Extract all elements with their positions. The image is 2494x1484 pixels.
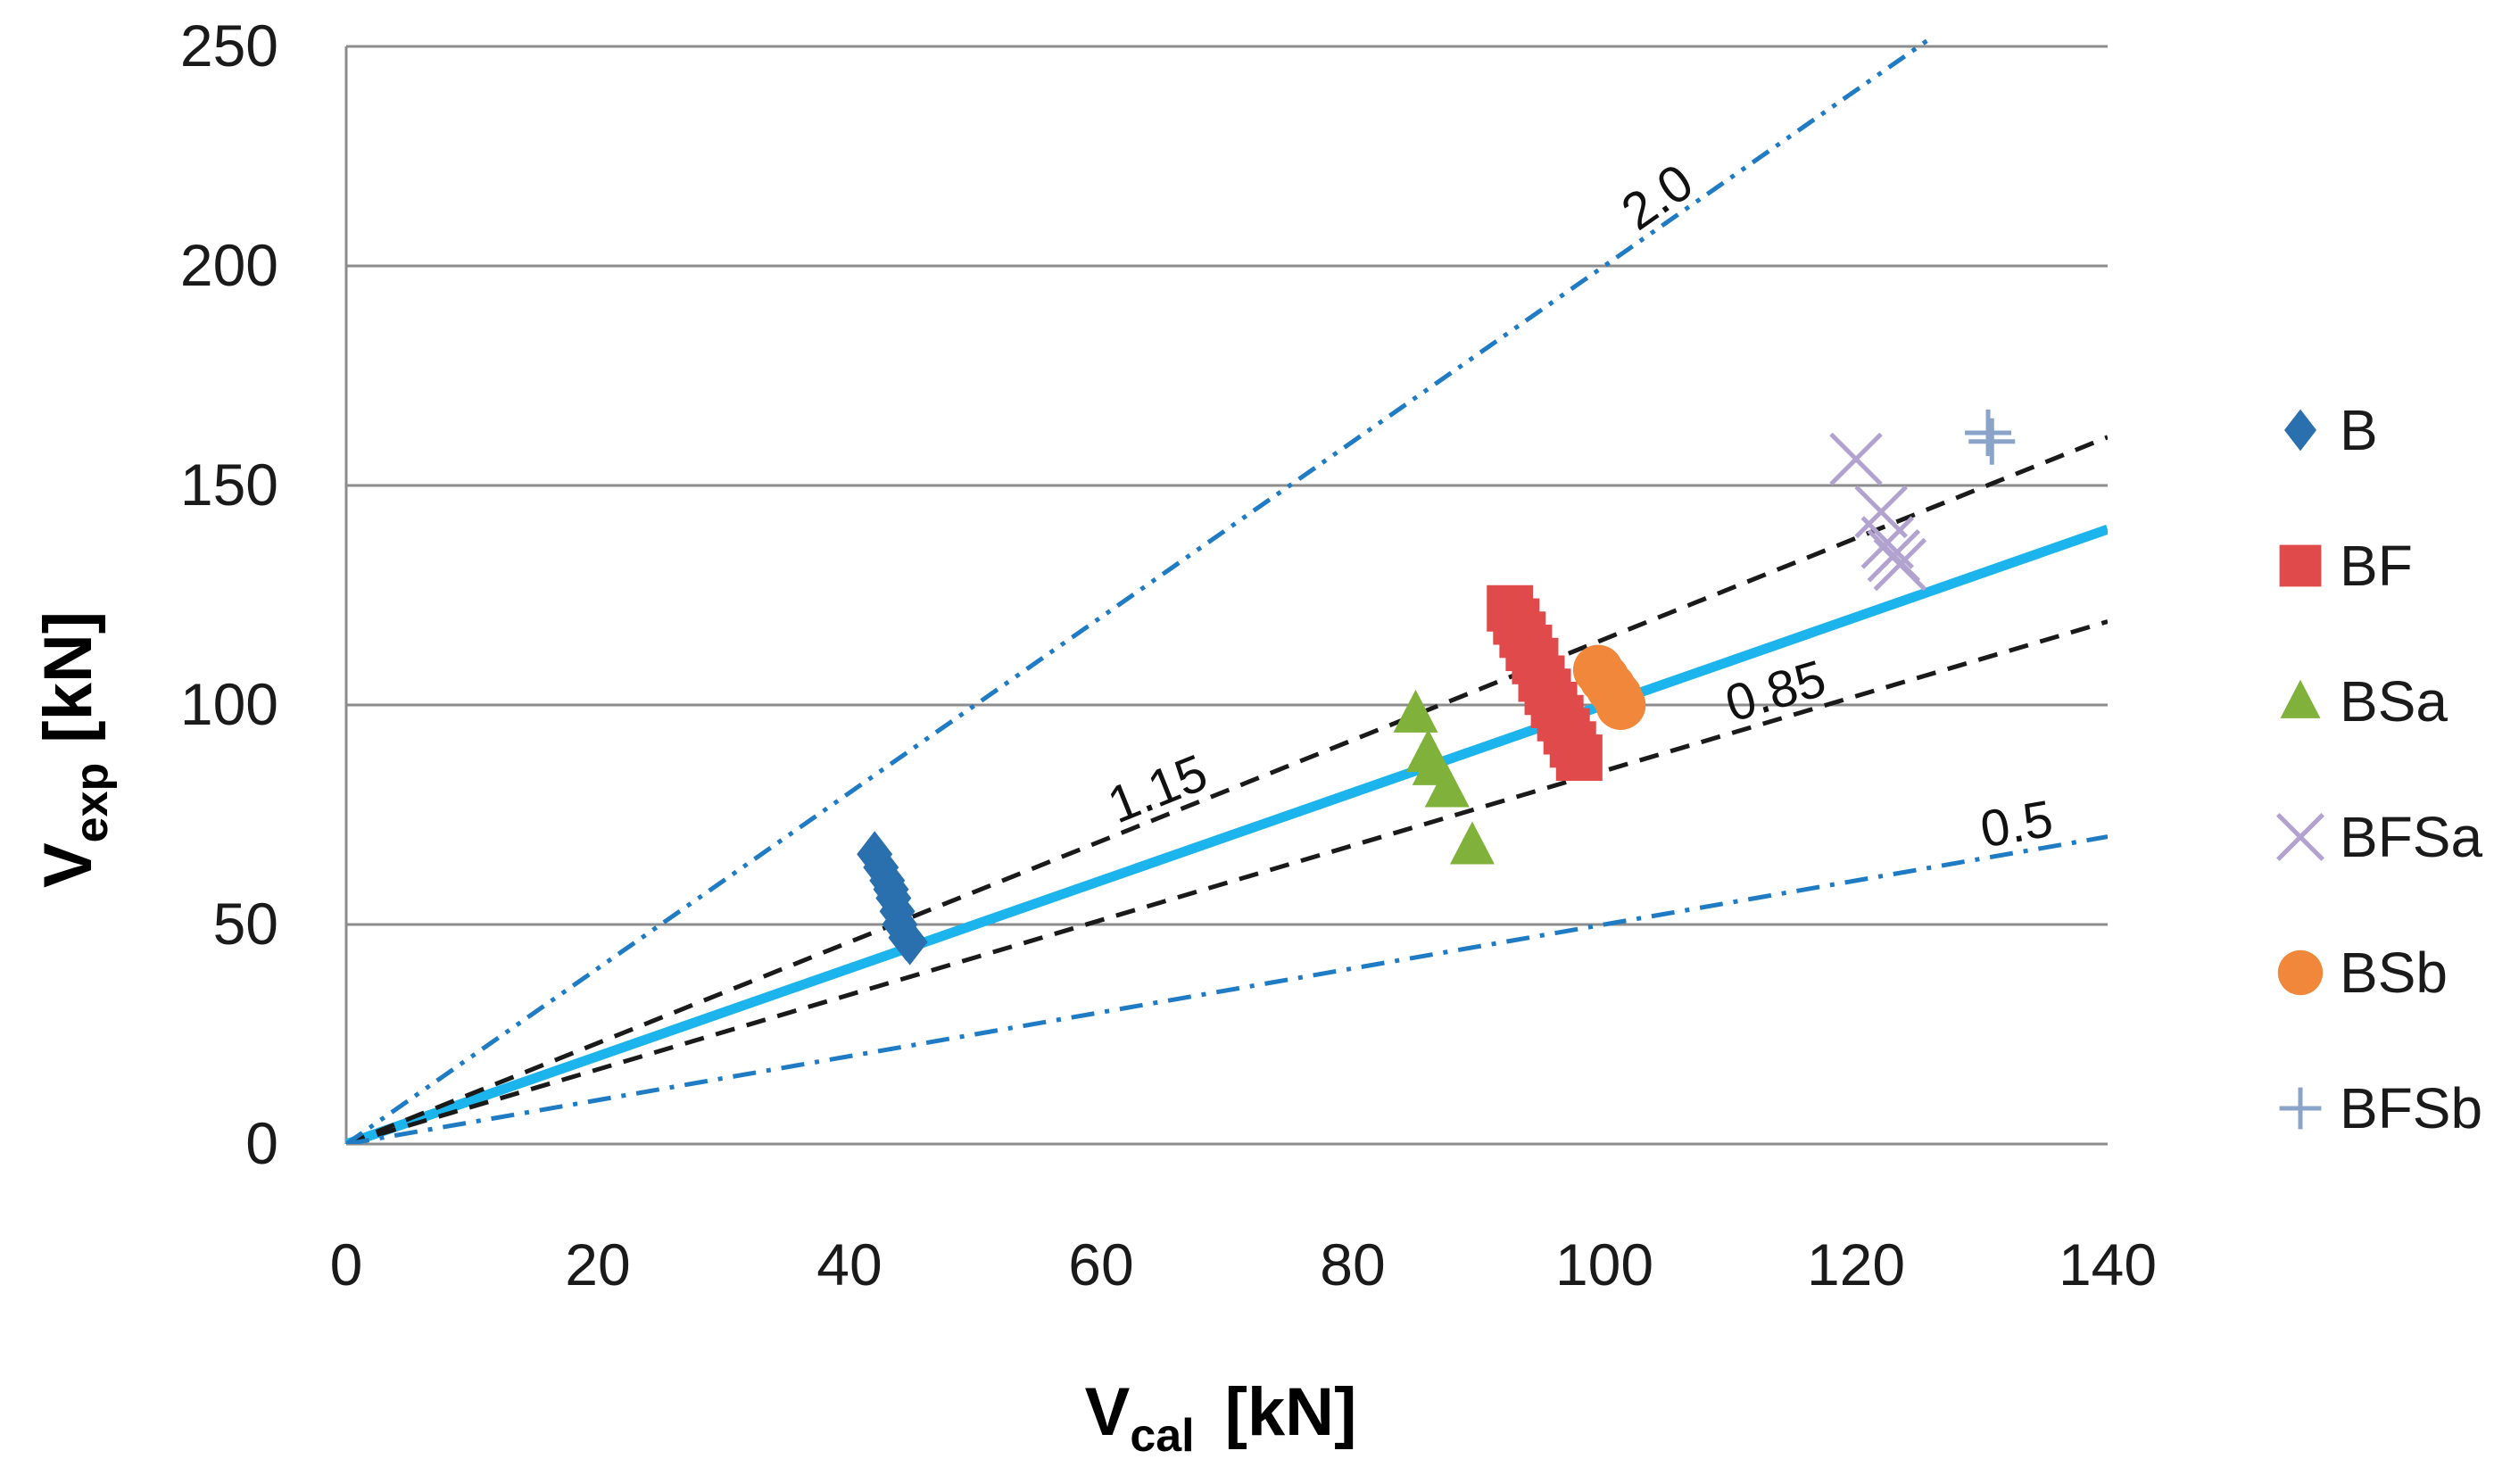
- y-axis-title-unit: [kN]: [30, 611, 106, 743]
- y-tick-label-200: 200: [180, 232, 278, 298]
- legend-label-BFSa: BFSa: [2340, 805, 2482, 869]
- series-BSa: [1393, 689, 1495, 865]
- gridlines: [346, 45, 2108, 926]
- x-tick-label-0: 0: [330, 1231, 363, 1297]
- y-axis-title-main: V: [30, 842, 106, 888]
- axes: [344, 46, 2108, 1146]
- x-axis-title-unit: [kN]: [1225, 1374, 1357, 1450]
- legend-item-BFSb: BFSb: [2279, 1076, 2482, 1140]
- series-BFSb: [1965, 409, 2016, 465]
- x-axis-title: Vcal [kN]: [1085, 1374, 1357, 1462]
- ref-line-upper-bound: [346, 435, 2108, 1144]
- ref-label-upper-bound: 1.15: [1100, 743, 1215, 834]
- x-tick-label-60: 60: [1068, 1231, 1133, 1297]
- point-BSa-0: [1393, 689, 1438, 733]
- legend-marker-B: [2284, 409, 2316, 452]
- ref-line-half: [346, 834, 2108, 1144]
- y-tick-label-50: 50: [213, 891, 278, 957]
- series-B: [857, 831, 928, 966]
- legend-label-BSa: BSa: [2340, 669, 2448, 734]
- legend-label-BF: BF: [2340, 534, 2413, 598]
- legend-marker-BSb: [2277, 949, 2324, 996]
- point-BFSb-1: [1968, 418, 2016, 465]
- ref-line-double: [346, 37, 1936, 1144]
- point-BSa-4: [1449, 821, 1495, 865]
- point-BFSa-0: [1829, 432, 1883, 486]
- legend-marker-BF: [2279, 544, 2322, 587]
- x-tick-label-100: 100: [1555, 1231, 1653, 1297]
- x-tick-label-20: 20: [565, 1231, 630, 1297]
- point-BF-11: [1555, 734, 1603, 782]
- legend-marker-BFSb: [2279, 1087, 2322, 1130]
- series-BFSa: [1829, 432, 1927, 592]
- legend-marker-BFSa: [2276, 813, 2324, 861]
- point-BFSb-0: [1965, 409, 2012, 456]
- legend-item-BSb: BSb: [2277, 941, 2448, 1005]
- ref-line-unity: [346, 525, 2108, 1144]
- legend: B BF BSa BFSa BSb BFSb: [2276, 398, 2482, 1140]
- y-axis-title: Vexp [kN]: [30, 611, 118, 888]
- point-BSa-3: [1424, 764, 1470, 808]
- y-tick-label-150: 150: [180, 452, 278, 518]
- legend-label-BSb: BSb: [2340, 941, 2448, 1005]
- legend-item-BSa: BSa: [2280, 669, 2448, 734]
- legend-label-BFSb: BFSb: [2340, 1076, 2482, 1140]
- x-tick-label-140: 140: [2059, 1231, 2157, 1297]
- legend-item-BFSa: BFSa: [2276, 805, 2482, 869]
- x-axis-title-main: V: [1085, 1374, 1131, 1450]
- point-BSb-4: [1595, 680, 1646, 730]
- x-tick-label-120: 120: [1807, 1231, 1905, 1297]
- x-axis-title-sub: cal: [1130, 1410, 1194, 1462]
- ref-label-double: 2.0: [1612, 153, 1703, 241]
- series-BF: [1487, 584, 1603, 782]
- point-BFSa-1: [1854, 485, 1908, 539]
- data-points: [857, 409, 2016, 966]
- y-tick-labels: 0 50 100 150 200 250: [180, 12, 278, 1176]
- point-B-8: [891, 918, 928, 966]
- reference-lines: [346, 37, 2108, 1144]
- ref-line-lower-bound: [346, 619, 2108, 1144]
- x-tick-label-40: 40: [816, 1231, 882, 1297]
- y-tick-label-250: 250: [180, 12, 278, 79]
- x-tick-labels: 0 20 40 60 80 100 120 140: [330, 1231, 2157, 1297]
- legend-item-BF: BF: [2279, 534, 2413, 598]
- ref-label-half: 0.5: [1976, 790, 2058, 859]
- y-axis-title-sub: exp: [66, 763, 118, 843]
- legend-marker-BSa: [2280, 679, 2321, 718]
- x-tick-label-80: 80: [1320, 1231, 1385, 1297]
- point-BFSa-4: [1873, 537, 1927, 592]
- y-tick-label-0: 0: [245, 1110, 278, 1176]
- series-BSb: [1572, 644, 1646, 730]
- y-tick-label-100: 100: [180, 671, 278, 737]
- legend-label-B: B: [2340, 398, 2378, 462]
- legend-item-B: B: [2284, 398, 2378, 462]
